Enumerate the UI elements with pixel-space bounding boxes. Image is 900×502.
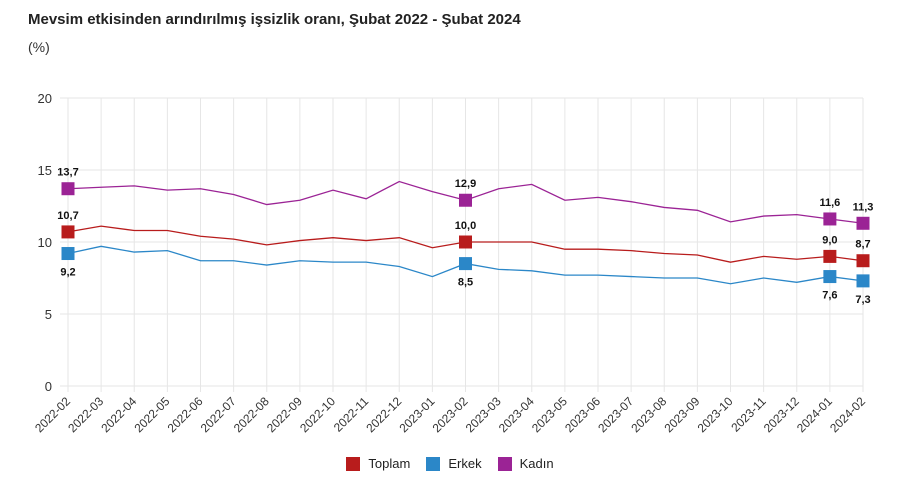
x-tick-label: 2024-02	[827, 394, 868, 435]
x-tick-label: 2023-07	[595, 394, 636, 435]
chart-title: Mevsim etkisinden arındırılmış işsizlik …	[28, 11, 521, 28]
data-label-erkek: 8,5	[458, 277, 473, 289]
legend-swatch-toplam	[346, 456, 361, 471]
x-tick-label: 2022-12	[363, 394, 404, 435]
x-tick-label: 2022-07	[198, 394, 239, 435]
x-tick-label: 2022-04	[98, 394, 139, 435]
legend-label-kadin: Kadın	[519, 456, 554, 471]
data-label-kad-n: 11,6	[819, 197, 840, 209]
data-label-erkek: 7,6	[822, 290, 837, 302]
marker-erkek	[856, 274, 870, 288]
x-tick-label: 2023-12	[761, 394, 802, 435]
legend-item-erkek[interactable]: Erkek	[426, 456, 482, 471]
data-label-toplam: 10,0	[455, 220, 476, 232]
chart-subtitle: (%)	[28, 39, 50, 55]
x-tick-label: 2023-10	[695, 394, 736, 435]
x-tick-label: 2022-03	[65, 394, 106, 435]
marker-kad-n	[856, 216, 870, 230]
marker-kad-n	[459, 193, 472, 207]
legend-swatch-erkek	[426, 456, 441, 471]
marker-toplam	[856, 254, 870, 268]
x-axis: 2022-022022-032022-042022-052022-062022-…	[32, 394, 868, 435]
legend-swatch-kadin	[497, 456, 512, 471]
y-tick-label: 10	[38, 235, 52, 250]
marker-erkek	[459, 257, 472, 271]
y-axis: 0 5 10 15 20	[38, 91, 52, 394]
data-labels: 10,7 10,0 9,0 8,7 9,2 8,5 7,6 7,3 13,7 12,9 11,6 11…	[57, 167, 873, 306]
x-tick-label: 2022-06	[165, 394, 206, 435]
x-tick-label: 2023-02	[430, 394, 471, 435]
x-tick-label: 2023-03	[463, 394, 504, 435]
y-tick-label: 0	[45, 379, 52, 394]
data-label-toplam: 10,7	[57, 210, 78, 222]
grid-lines	[60, 97, 864, 392]
marker-toplam	[459, 235, 472, 249]
legend-label-erkek: Erkek	[448, 456, 482, 471]
data-label-toplam: 9,0	[822, 234, 837, 246]
x-tick-label: 2023-01	[396, 394, 437, 435]
x-tick-label: 2022-09	[264, 394, 305, 435]
marker-toplam	[61, 225, 75, 239]
data-label-erkek: 9,2	[60, 267, 75, 279]
data-label-kad-n: 13,7	[57, 167, 78, 179]
legend: Toplam Erkek Kadın	[0, 456, 900, 471]
y-tick-label: 15	[38, 163, 52, 178]
x-tick-label: 2024-01	[794, 394, 835, 435]
marker-kad-n	[823, 212, 837, 226]
x-tick-label: 2022-02	[32, 394, 73, 435]
x-tick-label: 2022-05	[131, 394, 172, 435]
x-tick-label: 2022-10	[297, 394, 338, 435]
y-tick-label: 5	[45, 307, 52, 322]
data-label-kad-n: 11,3	[853, 201, 874, 213]
data-label-kad-n: 12,9	[455, 178, 476, 190]
x-tick-label: 2023-05	[529, 394, 570, 435]
y-tick-label: 20	[38, 91, 52, 106]
x-tick-label: 2023-04	[496, 394, 537, 435]
series-markers	[61, 182, 870, 288]
x-tick-label: 2023-06	[562, 394, 603, 435]
legend-label-toplam: Toplam	[368, 456, 411, 471]
data-label-erkek: 7,3	[855, 294, 870, 306]
x-tick-label: 2023-08	[628, 394, 669, 435]
legend-item-kadin[interactable]: Kadın	[497, 456, 554, 471]
marker-erkek	[823, 270, 837, 284]
data-label-toplam: 8,7	[855, 239, 870, 251]
x-tick-label: 2022-08	[231, 394, 272, 435]
x-tick-label: 2023-09	[661, 394, 702, 435]
legend-item-toplam[interactable]: Toplam	[346, 456, 410, 471]
marker-kad-n	[61, 182, 75, 196]
marker-toplam	[823, 249, 837, 263]
marker-erkek	[61, 247, 75, 261]
